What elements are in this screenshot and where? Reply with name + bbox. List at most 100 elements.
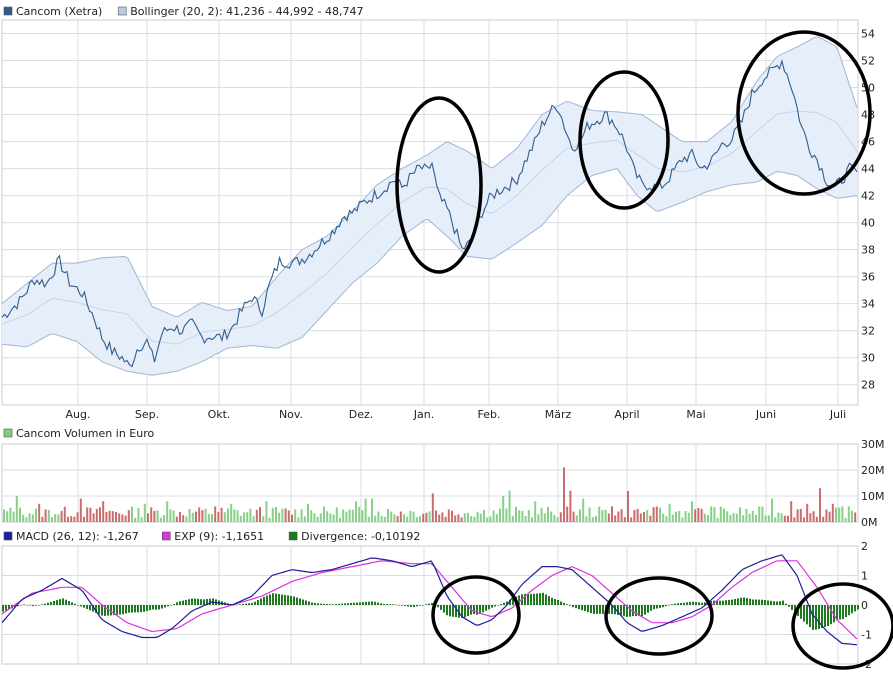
divergence-bar <box>71 602 73 605</box>
divergence-bar <box>440 605 442 610</box>
divergence-bar <box>335 604 337 605</box>
divergence-bar <box>353 602 355 605</box>
divergence-bar <box>266 595 268 605</box>
divergence-bar <box>677 603 679 605</box>
divergence-bar <box>191 598 193 605</box>
volume-bar <box>35 508 37 522</box>
divergence-bar <box>686 602 688 605</box>
divergence-bar <box>503 602 505 605</box>
divergence-bar <box>341 603 343 605</box>
divergence-bar <box>731 599 733 605</box>
x-tick-label: Sep. <box>135 408 159 421</box>
x-tick-label: Okt. <box>208 408 231 421</box>
divergence-bar <box>125 605 127 614</box>
volume-bar <box>121 514 124 522</box>
annotation-ellipse <box>395 96 483 274</box>
divergence-bar <box>569 605 571 606</box>
volume-bar <box>742 515 745 522</box>
volume-bar <box>28 513 31 522</box>
volume-bar <box>19 507 21 522</box>
volume-bar <box>271 507 274 522</box>
volume-bar <box>601 510 604 522</box>
volume-bar <box>697 508 700 522</box>
divergence-bar <box>638 605 640 617</box>
y-tick-label: 42 <box>861 190 875 203</box>
volume-bar <box>399 511 402 522</box>
divergence-bar <box>260 598 262 605</box>
volume-bar <box>815 516 818 522</box>
divergence-bar <box>194 598 196 605</box>
divergence-bar <box>182 600 184 605</box>
volume-bar <box>41 516 44 522</box>
volume-bar <box>598 506 601 522</box>
volume-bar <box>463 513 466 522</box>
volume-bar <box>169 509 172 522</box>
divergence-bar <box>578 605 580 610</box>
macd-line <box>1 554 858 646</box>
divergence-bar <box>74 603 76 605</box>
divergence-bar <box>287 595 289 605</box>
volume-bar <box>67 516 69 522</box>
volume-bar <box>447 509 450 522</box>
volume-bar <box>505 508 508 522</box>
volume-bar <box>527 510 530 522</box>
divergence-bar <box>818 605 820 629</box>
divergence-bar <box>134 605 136 613</box>
legend-swatch <box>288 531 298 541</box>
exp-line <box>1 560 858 640</box>
volume-bar <box>588 507 591 522</box>
volume-bar <box>124 515 127 522</box>
divergence-bar <box>95 605 97 613</box>
divergence-bar <box>494 605 496 607</box>
divergence-bar <box>236 604 238 606</box>
volume-bar <box>623 517 626 522</box>
divergence-bar <box>710 601 712 605</box>
annotation-ellipse <box>431 575 521 655</box>
volume-bar <box>780 513 783 522</box>
volume-bar <box>249 508 252 522</box>
divergence-bar <box>557 600 559 605</box>
price-line <box>1 58 858 368</box>
y-tick-label: 36 <box>861 271 875 284</box>
volume-bar <box>172 510 175 522</box>
volume-bar <box>454 515 457 522</box>
divergence-bar <box>290 595 292 605</box>
volume-bar <box>195 511 197 522</box>
volume-bar <box>595 516 597 522</box>
divergence-bar <box>800 605 802 619</box>
volume-bar <box>438 514 441 522</box>
divergence-bar <box>650 605 652 611</box>
divergence-bar <box>317 603 319 605</box>
volume-bar <box>377 511 380 522</box>
divergence-bar <box>311 602 313 605</box>
volume-bar <box>614 515 617 522</box>
divergence-bar <box>395 604 397 606</box>
volume-bar <box>191 512 194 522</box>
volume-bar <box>22 514 25 522</box>
divergence-bar <box>80 605 82 607</box>
volume-bar <box>73 516 76 522</box>
divergence-bar <box>575 605 577 609</box>
divergence-bar <box>203 599 205 605</box>
volume-plot-area <box>2 444 858 522</box>
divergence-bar <box>719 600 721 605</box>
volume-bar <box>150 507 153 522</box>
volume-bar <box>307 503 309 522</box>
divergence-bar <box>833 605 835 623</box>
volume-bar <box>95 508 98 522</box>
volume-bar <box>111 511 114 522</box>
volume-bar <box>390 511 393 522</box>
volume-bar <box>707 515 709 522</box>
divergence-bar <box>680 603 682 605</box>
divergence-bar <box>209 598 211 605</box>
divergence-bar <box>530 593 532 605</box>
volume-bar <box>329 513 332 522</box>
divergence-bar <box>380 603 382 605</box>
volume-bar <box>771 498 773 522</box>
volume-bar <box>723 508 725 522</box>
volume-bar <box>291 514 293 522</box>
volume-bar <box>287 510 290 522</box>
divergence-bar <box>116 605 118 615</box>
divergence-bar <box>158 605 160 610</box>
divergence-bar <box>590 605 592 614</box>
